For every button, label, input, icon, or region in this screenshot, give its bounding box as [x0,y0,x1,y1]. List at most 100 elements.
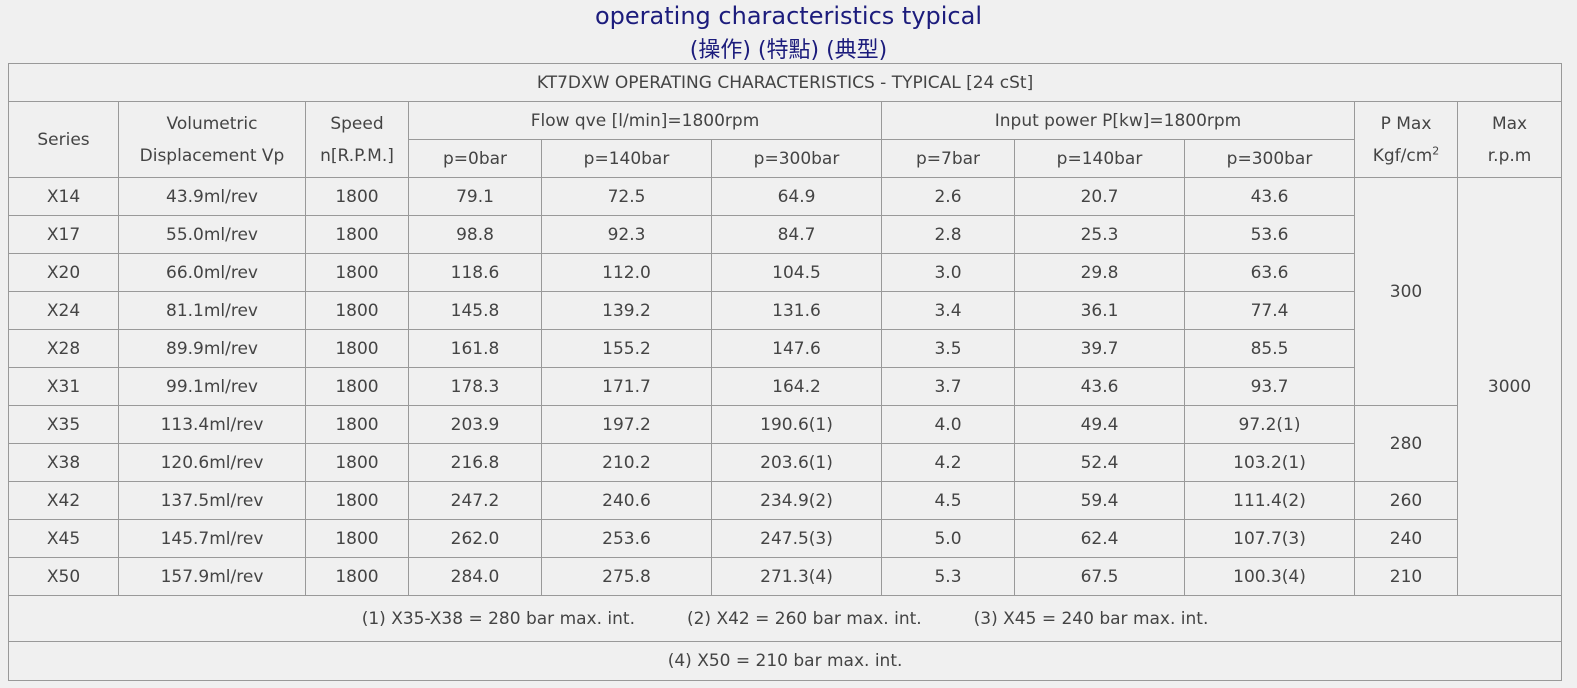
data-cell: 164.2 [711,367,882,406]
data-cell: X28 [8,329,119,368]
data-cell: 139.2 [541,291,712,330]
data-cell: 234.9(2) [711,481,882,520]
data-cell: 161.8 [408,329,542,368]
data-cell: 53.6 [1184,215,1355,254]
data-cell: 99.1ml/rev [118,367,306,406]
data-cell: 43.6 [1184,177,1355,216]
data-cell: X50 [8,557,119,596]
data-cell: 247.5(3) [711,519,882,558]
data-cell: 247.2 [408,481,542,520]
data-cell: 2.6 [881,177,1015,216]
data-cell: 39.7 [1014,329,1185,368]
data-cell: 111.4(2) [1184,481,1355,520]
data-cell: 72.5 [541,177,712,216]
data-cell: 1800 [305,557,409,596]
data-cell: 190.6(1) [711,405,882,444]
data-cell: 271.3(4) [711,557,882,596]
pmax-cell: 260 [1354,481,1458,520]
data-cell: 1800 [305,481,409,520]
pmax-cell: 300 [1354,177,1458,406]
data-row: X31 99.1ml/rev 1800 178.3 171.7 164.2 3.7 43.6 9… [8,367,1562,406]
maxrpm-cell: 3000 [1456,177,1563,596]
data-cell: 20.7 [1014,177,1185,216]
data-cell: 1800 [305,253,409,292]
data-cell: 1800 [305,215,409,254]
header-cell: Flow qve [l/min]=1800rpm [408,101,882,140]
data-cell: 4.2 [881,443,1015,482]
data-row: X24 81.1ml/rev 1800 145.8 139.2 131.6 3.4 36.1 7… [8,291,1562,330]
data-row: X17 55.0ml/rev 1800 98.8 92.3 84.7 2.8 25.3 53.6 [8,215,1562,254]
data-cell: 64.9 [711,177,882,216]
data-cell: 4.0 [881,405,1015,444]
data-cell: 25.3 [1014,215,1185,254]
subheader-cell: p=300bar [1184,139,1355,178]
note-cell: (1) X35-X38 = 280 bar max. int. (2) X42 =… [7,595,1563,642]
data-cell: 240.6 [541,481,712,520]
data-cell: 1800 [305,405,409,444]
data-cell: 4.5 [881,481,1015,520]
note-row: (4) X50 = 210 bar max. int. [7,641,1563,681]
data-cell: 3.5 [881,329,1015,368]
data-cell: 112.0 [541,253,712,292]
subheader-cell: p=7bar [881,139,1015,178]
caption-row: KT7DXW OPERATING CHARACTERISTICS - TYPIC… [7,63,1563,102]
data-cell: 2.8 [881,215,1015,254]
data-cell: 275.8 [541,557,712,596]
header-cell: Input power P[kw]=1800rpm [881,101,1355,140]
data-cell: 107.7(3) [1184,519,1355,558]
data-cell: 89.9ml/rev [118,329,306,368]
data-row: X14 43.9ml/rev 1800 79.1 72.5 64.9 2.6 20.7 43.6… [8,177,1563,596]
table-body: KT7DXW OPERATING CHARACTERISTICS - TYPIC… [7,63,1563,681]
superscript: 2 [1432,143,1440,157]
data-cell: 55.0ml/rev [118,215,306,254]
data-cell: X42 [8,481,119,520]
data-cell: 178.3 [408,367,542,406]
data-cell: 120.6ml/rev [118,443,306,482]
table-caption: KT7DXW OPERATING CHARACTERISTICS - TYPIC… [7,63,1563,102]
data-cell: 59.4 [1014,481,1185,520]
data-cell: 155.2 [541,329,712,368]
data-cell: 84.7 [711,215,882,254]
data-cell: 253.6 [541,519,712,558]
data-cell: 1800 [305,291,409,330]
data-cell: 97.2(1) [1184,405,1355,444]
data-cell: 43.9ml/rev [118,177,306,216]
footnote: (3) X45 = 240 bar max. int. [973,608,1209,629]
data-cell: 63.6 [1184,253,1355,292]
data-cell: 113.4ml/rev [118,405,306,444]
data-cell: X14 [8,177,119,216]
data-cell: 43.6 [1014,367,1185,406]
header-line: Speed [330,113,384,134]
data-row: X42 137.5ml/rev 1800 247.2 240.6 234.9(2) 4.5 5… [8,481,1562,520]
header-line: Volumetric [166,113,258,134]
data-cell: X35 [8,405,119,444]
header-cell: Max r.p.m [1456,101,1563,178]
data-row: X20 66.0ml/rev 1800 118.6 112.0 104.5 3.0 29.8 6… [8,253,1562,292]
data-cell: 118.6 [408,253,542,292]
data-cell: 100.3(4) [1184,557,1355,596]
subheader-cell: p=0bar [408,139,542,178]
data-cell: 262.0 [408,519,542,558]
data-row: X50 157.9ml/rev 1800 284.0 275.8 271.3(4) 5.3 6… [8,557,1562,596]
data-cell: 157.9ml/rev [118,557,306,596]
data-cell: 98.8 [408,215,542,254]
pmax-cell: 280 [1354,405,1458,482]
data-cell: 103.2(1) [1184,443,1355,482]
data-cell: 137.5ml/rev [118,481,306,520]
data-cell: 1800 [305,367,409,406]
footnote: (2) X42 = 260 bar max. int. [686,608,922,629]
data-cell: X24 [8,291,119,330]
header-line: Max [1491,113,1528,134]
header-cell: Speed n[R.P.M.] [305,101,409,178]
data-cell: 197.2 [541,405,712,444]
header-cell: Volumetric Displacement Vp [118,101,306,178]
data-cell: 93.7 [1184,367,1355,406]
page-subtitle: (操作) (特點) (典型) [689,38,888,63]
data-cell: 5.0 [881,519,1015,558]
data-cell: 147.6 [711,329,882,368]
header-line: Displacement Vp [139,145,285,166]
data-cell: 81.1ml/rev [118,291,306,330]
subheader-cell: p=140bar [1014,139,1185,178]
page-title: operating characteristics typical [595,2,982,30]
spec-table: KT7DXW OPERATING CHARACTERISTICS - TYPIC… [7,63,1563,681]
